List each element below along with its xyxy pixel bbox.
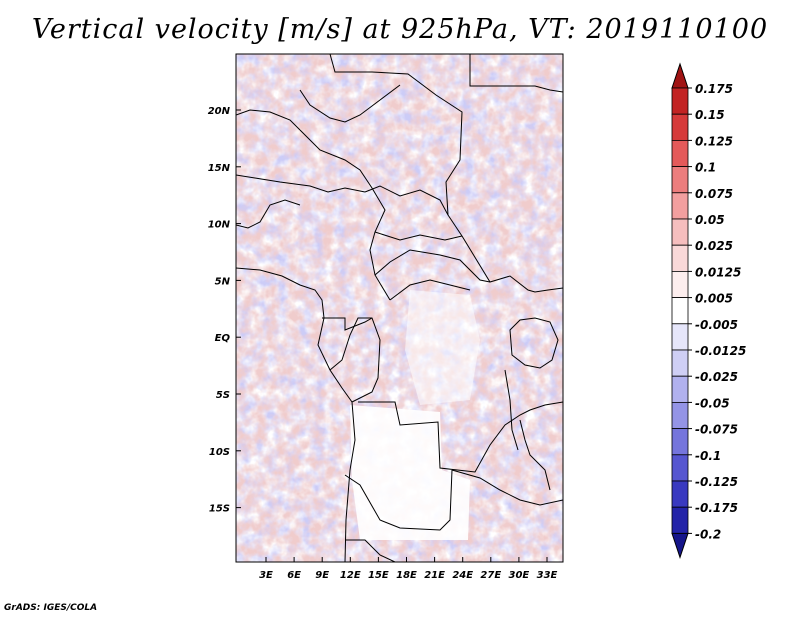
colorbar-swatch [671, 192, 689, 220]
colorbar-label: -0.075 [695, 423, 738, 437]
colorbar-label: 0.1 [695, 161, 716, 175]
colorbar-swatch [671, 375, 689, 403]
colorbar-swatch [671, 244, 689, 272]
colorbar-label: -0.05 [695, 396, 730, 410]
lon-tick-label: 21E [424, 570, 445, 581]
lat-tick-label: 5N [215, 276, 231, 287]
latitude-axis: 20N 15N 10N 5N EQ 5S 10S 15S [208, 106, 241, 515]
lon-tick-label: 27E [480, 570, 501, 581]
lon-tick-label: 3E [259, 570, 273, 581]
colorbar-label: 0.005 [695, 292, 733, 306]
colorbar-label: -0.2 [695, 527, 721, 541]
colorbar-label: -0.025 [695, 370, 738, 384]
colorbar-swatch [671, 428, 689, 456]
colorbar-legend: 0.175 0.15 0.125 0.1 0.075 0.05 0.025 0.0125 0.0… [671, 62, 746, 559]
lon-tick-label: 6E [287, 570, 301, 581]
colorbar-swatch [671, 270, 689, 298]
colorbar-swatch [671, 113, 689, 141]
colorbar-swatch [671, 480, 689, 508]
country-borders [236, 54, 563, 562]
colorbar-min-triangle [671, 532, 689, 559]
colorbar-label: 0.175 [695, 82, 733, 96]
colorbar-label: -0.1 [695, 449, 721, 463]
colorbar-label: 0.05 [695, 213, 725, 227]
colorbar-swatch [671, 139, 689, 167]
colorbar-label: 0.075 [695, 187, 733, 201]
colorbar-swatch [671, 401, 689, 429]
colorbar-swatch [671, 323, 689, 351]
calm-region [405, 290, 480, 405]
colorbar-label: 0.15 [695, 108, 725, 122]
longitude-axis: 3E 6E 9E 12E 15E 18E 21E 24E 27E 30E 33E [259, 557, 558, 581]
grads-credit: GrADS: IGES/COLA [4, 603, 98, 613]
map-title: Vertical velocity [m/s] at 925hPa, VT: 2… [31, 14, 769, 45]
lon-tick-label: 18E [396, 570, 417, 581]
lon-tick-label: 24E [452, 570, 473, 581]
colorbar-swatch [671, 297, 689, 325]
lon-tick-label: 12E [340, 570, 361, 581]
lat-tick-label: 20N [208, 106, 231, 117]
lat-tick-label: 10S [209, 447, 230, 458]
colorbar-label: -0.0125 [695, 344, 746, 358]
colorbar-label: 0.025 [695, 239, 733, 253]
velocity-field-map [236, 54, 563, 562]
colorbar-swatch [671, 166, 689, 194]
lon-tick-label: 33E [537, 570, 558, 581]
lon-tick-label: 15E [368, 570, 389, 581]
lon-tick-label: 30E [509, 570, 530, 581]
colorbar-label: -0.175 [695, 501, 738, 515]
colorbar-label: 0.0125 [695, 265, 741, 279]
colorbar-swatch [671, 87, 689, 115]
lat-tick-label: 10N [208, 220, 231, 231]
lon-tick-label: 9E [315, 570, 329, 581]
colorbar-max-triangle [671, 62, 689, 89]
colorbar-label: -0.005 [695, 318, 738, 332]
lat-tick-label: 5S [216, 390, 230, 401]
colorbar-swatch [671, 454, 689, 482]
map-frame [235, 53, 564, 563]
colorbar-label: -0.125 [695, 475, 738, 489]
colorbar-swatch [671, 506, 689, 534]
lat-tick-label: 15N [208, 163, 231, 174]
lat-tick-label: EQ [215, 333, 231, 344]
colorbar-swatch [671, 218, 689, 246]
lat-tick-label: 15S [209, 504, 230, 515]
colorbar-label: 0.125 [695, 134, 733, 148]
calm-region [350, 405, 470, 540]
colorbar-swatch [671, 349, 689, 377]
